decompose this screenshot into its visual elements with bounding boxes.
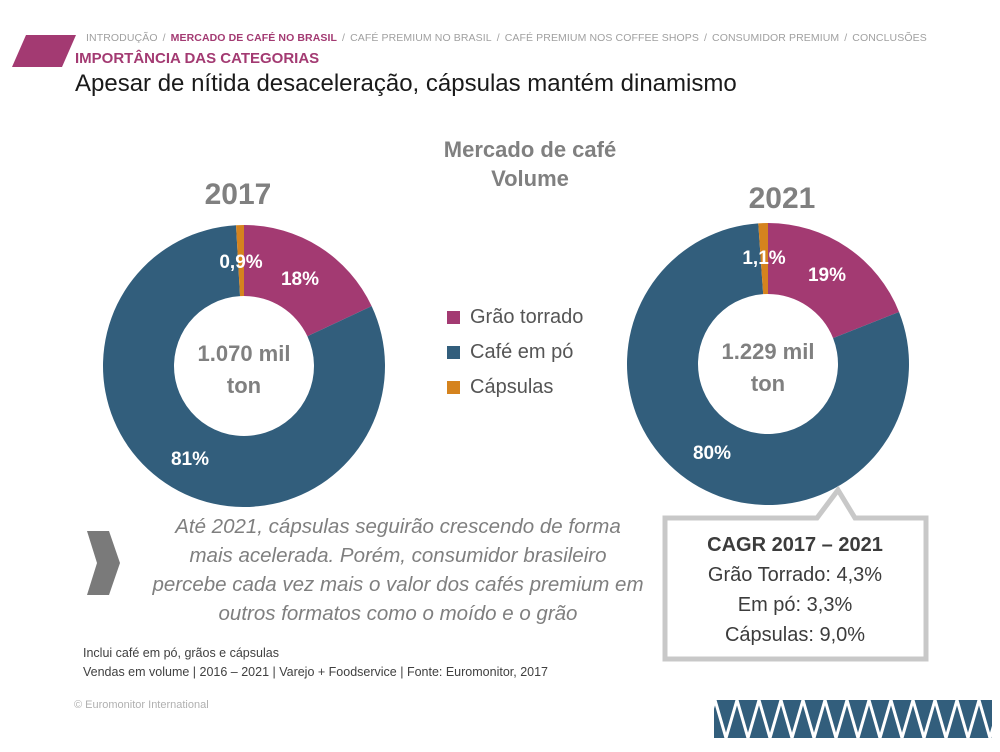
pattern-stroke	[790, 700, 816, 738]
legend-label-cafe-em-po: Café em pó	[470, 341, 574, 363]
insight-line: outros formatos como o moído e o grão	[218, 602, 578, 625]
donut-chart-2017: 18% 81% 0,9% 1.070 mil ton	[102, 225, 385, 507]
year-label-2021: 2021	[748, 182, 816, 215]
pattern-stroke	[988, 725, 992, 738]
breadcrumb-separator: /	[844, 32, 848, 44]
legend-swatch-cafe-em-po	[447, 346, 460, 359]
insight-line: Até 2021, cápsulas seguirão crescendo de…	[175, 515, 621, 538]
cagr-line-grao-torrado: Grão Torrado: 4,3%	[707, 564, 883, 586]
decorative-pattern	[714, 700, 992, 738]
pattern-stroke	[714, 700, 728, 738]
data-label-capsulas: 0,9%	[219, 252, 262, 273]
chart-title-line2: Volume	[491, 166, 569, 191]
insight-line: percebe cada vez mais o valor dos cafés …	[152, 573, 644, 596]
chart-title-line1: Mercado de café	[443, 137, 617, 162]
insight-line: mais acelerada. Porém, consumidor brasil…	[189, 544, 607, 567]
data-label-grao-torrado: 18%	[281, 269, 319, 290]
page-title: Apesar de nítida desaceleração, cápsulas…	[75, 70, 737, 97]
data-label-cafe-em-po: 80%	[693, 443, 731, 464]
legend-item-grao-torrado: Grão torrado	[447, 300, 583, 335]
section-label: Importância das categorias	[75, 50, 320, 67]
donut-slice-grao-torrado	[768, 223, 900, 339]
donut-slice-capsulas	[236, 225, 244, 297]
pattern-stroke	[834, 700, 860, 738]
legend-label-grao-torrado: Grão torrado	[470, 306, 584, 328]
year-label-2017: 2017	[204, 178, 272, 211]
donut-slice-grao-torrado	[244, 225, 372, 337]
breadcrumb-item-conclusoes[interactable]: Conclusões	[852, 32, 927, 44]
donut-slice-cafe-em-po	[627, 223, 909, 505]
footnote-line: Inclui café em pó, grãos e cápsulas	[83, 646, 279, 660]
data-label-grao-torrado: 19%	[808, 265, 846, 286]
center-label-line1: 1.070 mil	[198, 341, 291, 366]
legend-swatch-grao-torrado	[447, 311, 460, 324]
pattern-stroke	[856, 700, 882, 738]
breadcrumb-separator: /	[496, 32, 500, 44]
pattern-stroke	[812, 700, 838, 738]
breadcrumb-separator: /	[704, 32, 708, 44]
breadcrumb-item-mercado-cafe-brasil[interactable]: Mercado de café no Brasil	[170, 32, 338, 44]
breadcrumb-separator: /	[162, 32, 166, 44]
legend-swatch-capsulas	[447, 381, 460, 394]
breadcrumb: Introdução / Mercado de café no Brasil / Caf…	[86, 32, 927, 44]
chart-legend: Grão torrado Café em pó Cápsulas	[447, 300, 583, 405]
pattern-stroke	[900, 700, 926, 738]
pattern-stroke	[724, 700, 750, 738]
donut-slice-cafe-em-po	[102, 225, 385, 507]
insight-text: Até 2021, cápsulas seguirão crescendo de…	[118, 512, 678, 628]
legend-item-cafe-em-po: Café em pó	[447, 335, 583, 370]
pattern-stroke	[944, 700, 970, 738]
play-arrow-icon	[87, 531, 120, 595]
footnote-line: Vendas em volume | 2016 – 2021 | Varejo …	[83, 665, 548, 679]
donut-chart-2021: 19% 80% 1,1% 1.229 mil ton	[627, 223, 909, 505]
data-label-capsulas: 1,1%	[742, 248, 785, 269]
legend-item-capsulas: Cápsulas	[447, 370, 583, 405]
legend-label-capsulas: Cápsulas	[470, 376, 554, 398]
center-label-line1: 1.229 mil	[722, 339, 815, 364]
pattern-stroke	[966, 700, 992, 738]
pattern-stroke	[768, 700, 794, 738]
cagr-line-capsulas: Cápsulas: 9,0%	[724, 624, 866, 646]
breadcrumb-item-introducao[interactable]: Introdução	[86, 32, 158, 44]
cagr-title: CAGR 2017 – 2021	[707, 534, 883, 556]
pattern-stroke	[878, 700, 904, 738]
breadcrumb-separator: /	[342, 32, 346, 44]
breadcrumb-item-cafe-premium-brasil[interactable]: Café premium no Brasil	[350, 32, 492, 44]
chart-title: Mercado de café Volume	[400, 135, 660, 193]
center-label-line2: ton	[751, 371, 785, 396]
breadcrumb-item-cafe-premium-coffee-shops[interactable]: Café premium nos coffee shops	[504, 32, 700, 44]
center-label-line2: ton	[227, 373, 261, 398]
corner-stripe-decoration	[12, 35, 76, 67]
footnote: Inclui café em pó, grãos e cápsulas Vend…	[83, 644, 548, 682]
pattern-stroke	[922, 700, 948, 738]
data-label-cafe-em-po: 81%	[171, 449, 209, 470]
donut-slice-capsulas	[758, 223, 768, 295]
pattern-stroke	[746, 700, 772, 738]
copyright-text: © Euromonitor International	[74, 699, 209, 711]
cagr-line-em-po: Em pó: 3,3%	[737, 594, 853, 616]
cagr-text: CAGR 2017 – 2021 Grão Torrado: 4,3% Em p…	[664, 530, 926, 650]
breadcrumb-item-consumidor-premium[interactable]: Consumidor premium	[712, 32, 840, 44]
